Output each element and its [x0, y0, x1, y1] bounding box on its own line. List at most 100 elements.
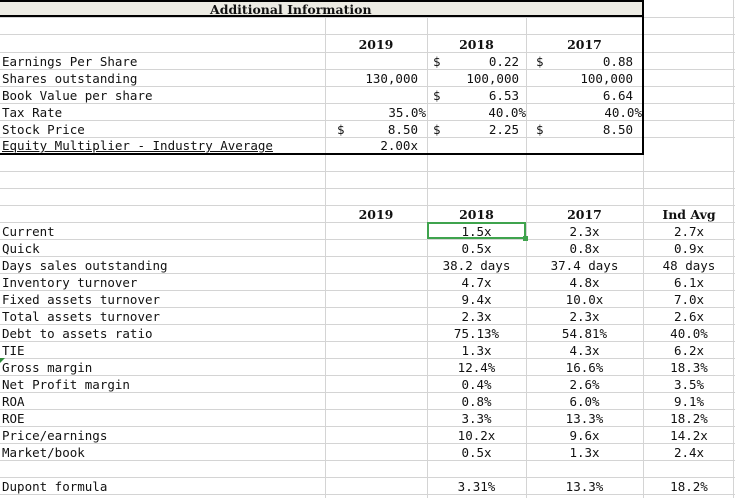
cell-value[interactable]: 13.3%: [565, 479, 604, 494]
cell-value[interactable]: 6.1x: [673, 275, 705, 290]
cell-value[interactable]: 6.2x: [673, 343, 705, 358]
row-label: Days sales outstanding: [2, 258, 168, 273]
cell-value[interactable]: 0.9x: [673, 241, 705, 256]
cell-value[interactable]: 18.2%: [670, 479, 708, 494]
cell-value[interactable]: 1.5x: [461, 224, 492, 239]
cell-value[interactable]: 10.0x: [565, 292, 604, 307]
gridline: [0, 239, 735, 240]
gridline: [0, 205, 735, 206]
gridline: [0, 17, 735, 18]
currency-symbol: $: [536, 122, 544, 137]
cell-value[interactable]: 4.3x: [569, 343, 600, 358]
cell-value[interactable]: 0.5x: [461, 241, 492, 256]
cell-value[interactable]: 6.64: [602, 88, 633, 103]
col-header-2019: 2019: [358, 207, 394, 222]
cell-value[interactable]: 9.6x: [569, 428, 600, 443]
cell-value[interactable]: 3.31%: [457, 479, 496, 494]
cell-value[interactable]: 2.3x: [569, 309, 600, 324]
cell-value[interactable]: 35.0%: [388, 105, 426, 120]
cell-value[interactable]: 6.0%: [569, 394, 600, 409]
cell-value[interactable]: 40.0%: [604, 105, 642, 120]
gridline: [325, 17, 326, 498]
cell-value[interactable]: 2.3x: [461, 309, 492, 324]
cell-value[interactable]: 0.88: [602, 54, 633, 69]
cell-value[interactable]: 38.2 days: [442, 258, 511, 273]
row-label: Tax Rate: [2, 105, 63, 120]
cell-value[interactable]: 18.2%: [670, 411, 708, 426]
gridline: [0, 52, 735, 53]
gridline: [0, 69, 735, 70]
cell-value[interactable]: 8.50: [387, 122, 418, 137]
cell-value[interactable]: 2.7x: [673, 224, 705, 239]
cell-value[interactable]: 54.81%: [561, 326, 608, 341]
col-header-2017: 2017: [567, 207, 602, 222]
row-label: Dupont formula: [2, 479, 108, 494]
currency-symbol: $: [536, 54, 544, 69]
col-header-2018: 2018: [459, 37, 494, 52]
cell-value[interactable]: 13.3%: [565, 411, 604, 426]
gridline: [526, 17, 527, 498]
cell-value[interactable]: 2.6%: [569, 377, 600, 392]
gridline: [0, 460, 735, 461]
cell-value[interactable]: 0.8x: [569, 241, 600, 256]
cell-value[interactable]: 9.1%: [673, 394, 705, 409]
cell-value[interactable]: 10.2x: [457, 428, 496, 443]
cell-value[interactable]: 2.6x: [673, 309, 705, 324]
cell-value[interactable]: 14.2x: [670, 428, 708, 443]
cell-value[interactable]: 8.50: [602, 122, 633, 137]
error-indicator-icon[interactable]: [0, 358, 5, 363]
cell-value[interactable]: 4.7x: [461, 275, 492, 290]
gridline: [643, 0, 644, 498]
gridline: [0, 375, 735, 376]
gridline: [0, 324, 735, 325]
fill-handle[interactable]: [523, 236, 528, 241]
cell-value[interactable]: 75.13%: [453, 326, 500, 341]
cell-value[interactable]: 0.4%: [461, 377, 492, 392]
row-label: Fixed assets turnover: [2, 292, 161, 307]
cell-value[interactable]: 7.0x: [673, 292, 705, 307]
row-label: Market/book: [2, 445, 85, 460]
row-label: Gross margin: [2, 360, 93, 375]
cell-value[interactable]: 1.3x: [461, 343, 492, 358]
cell-value[interactable]: 16.6%: [565, 360, 604, 375]
cell-value[interactable]: 2.25: [488, 122, 519, 137]
cell-value[interactable]: 40.0%: [488, 105, 526, 120]
gridline: [0, 494, 735, 495]
row-label: Book Value per share: [2, 88, 153, 103]
cell-value[interactable]: 0.8%: [461, 394, 492, 409]
box-border: [0, 153, 644, 155]
cell-value[interactable]: 40.0%: [670, 326, 708, 341]
cell-value[interactable]: 6.53: [488, 88, 519, 103]
active-cell-selection[interactable]: [427, 222, 526, 239]
gridline: [0, 86, 735, 87]
row-label: Net Profit margin: [2, 377, 130, 392]
row-label: Equity Multiplier - Industry Average: [2, 138, 273, 153]
cell-value[interactable]: 3.5%: [673, 377, 705, 392]
gridline: [0, 222, 735, 223]
cell-value[interactable]: 2.4x: [673, 445, 705, 460]
cell-value[interactable]: 0.5x: [461, 445, 492, 460]
cell-value[interactable]: 100,000: [466, 71, 519, 86]
cell-value[interactable]: 130,000: [365, 71, 418, 86]
cell-value[interactable]: 2.00x: [380, 138, 418, 153]
cell-value[interactable]: 100,000: [580, 71, 633, 86]
row-label: Current: [2, 224, 55, 239]
gridline: [0, 477, 735, 478]
currency-symbol: $: [433, 122, 441, 137]
cell-value[interactable]: 9.4x: [461, 292, 492, 307]
gridline: [0, 171, 735, 172]
cell-value[interactable]: 37.4 days: [550, 258, 619, 273]
cell-value[interactable]: 1.3x: [569, 445, 600, 460]
row-label: Price/earnings: [2, 428, 108, 443]
gridline: [0, 426, 735, 427]
cell-value[interactable]: 12.4%: [457, 360, 496, 375]
cell-value[interactable]: 4.8x: [569, 275, 600, 290]
cell-value[interactable]: 0.22: [488, 54, 519, 69]
cell-value[interactable]: 3.3%: [461, 411, 492, 426]
cell-value[interactable]: 48 days: [662, 258, 716, 273]
gridline: [0, 392, 735, 393]
cell-value[interactable]: 18.3%: [670, 360, 708, 375]
gridline: [0, 188, 735, 189]
cell-value[interactable]: 2.3x: [569, 224, 600, 239]
